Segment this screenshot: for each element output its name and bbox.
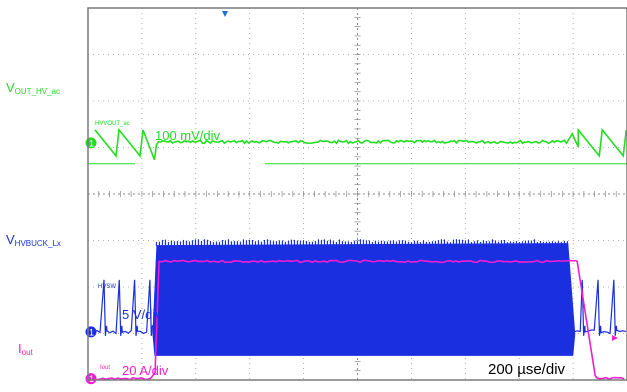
- series-label-vout: VOUT_HV_ac: [6, 80, 61, 96]
- trigger-position-marker: [222, 11, 228, 17]
- series-label-iout: Iout: [18, 341, 33, 357]
- series-label-vlx-main: V: [6, 232, 15, 247]
- timebase-label: 200 µse/div: [488, 361, 566, 378]
- series-vlx-burst: [152, 243, 576, 356]
- series-label-vout-main: V: [6, 80, 15, 95]
- series-vlx-line: [87, 279, 626, 336]
- scale-label-vlx: 5 V/div: [122, 307, 162, 322]
- series-label-iout-main: I: [18, 341, 22, 356]
- series-vout-marker-text: 1: [89, 138, 94, 148]
- series-vout-line: [94, 127, 627, 161]
- trace-tag-vlx: HVSW: [98, 284, 116, 290]
- series-vlx-marker-text: 1: [89, 327, 94, 337]
- series-label-vlx-sub: HVBUCK_Lx: [14, 239, 61, 248]
- series-iout-marker-text: 1: [89, 374, 94, 384]
- series-label-iout-sub: out: [21, 348, 33, 357]
- plot-frame: [87, 7, 627, 381]
- trace-tag-vout: HVVOUT_ac: [95, 121, 130, 127]
- scale-label-iout: 20 A/div: [122, 363, 169, 378]
- series-label-vlx: VHVBUCK_Lx: [6, 232, 61, 248]
- series-label-vout-sub: OUT_HV_ac: [14, 87, 61, 96]
- scale-label-vout: 100 mV/div: [155, 128, 221, 143]
- trace-tag-iout: Iout: [100, 365, 111, 371]
- trigger-level-marker: [612, 335, 618, 341]
- series-iout-line: [87, 259, 625, 381]
- traces: 1 1 1: [85, 127, 627, 385]
- frame-border: [87, 7, 627, 381]
